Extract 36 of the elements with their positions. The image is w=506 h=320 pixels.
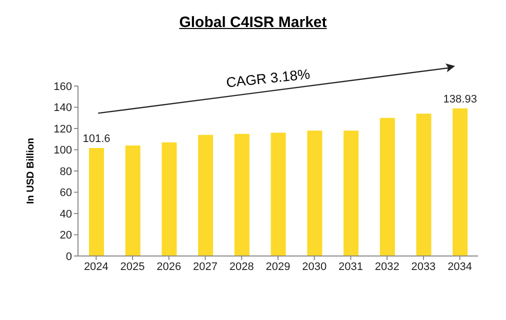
y-axis-title: In USD Billion [26,138,37,204]
x-tick-label: 2029 [266,260,290,273]
y-tick-label: 140 [54,102,72,114]
x-tick-label: 2026 [156,260,182,273]
y-tick-label: 120 [54,123,72,136]
bar [416,114,432,256]
y-tick-label: 60 [60,187,72,200]
x-tick-label: 2028 [229,260,254,273]
y-tick-label: 0 [66,250,72,263]
y-tick-label: 40 [60,208,72,220]
y-tick-label: 20 [60,230,72,242]
data-label: 101.6 [82,133,110,146]
chart-title: Global C4ISR Market [178,14,328,31]
x-tick-label: 2025 [120,260,145,273]
bar [452,108,468,256]
y-tick-label: 100 [54,144,72,157]
x-tick-label: 2034 [448,260,472,273]
data-label: 138.93 [443,93,477,106]
bar [307,130,322,256]
bar [270,132,286,256]
bar [380,118,395,256]
bar [234,134,250,256]
x-tick-label: 2032 [374,260,400,273]
bar [89,148,104,256]
x-tick-label: 2024 [84,260,108,273]
x-tick-label: 2031 [338,260,363,273]
x-tick-label: 2030 [302,260,327,273]
bar [125,146,140,256]
bar [162,142,177,256]
x-tick-label: 2033 [411,260,436,273]
bar [198,134,214,256]
x-tick-label: 2027 [193,260,218,273]
y-tick-label: 160 [54,80,72,93]
annotation: CAGR 3.18% [225,66,311,90]
bar [344,130,359,256]
y-tick-label: 80 [60,166,72,178]
